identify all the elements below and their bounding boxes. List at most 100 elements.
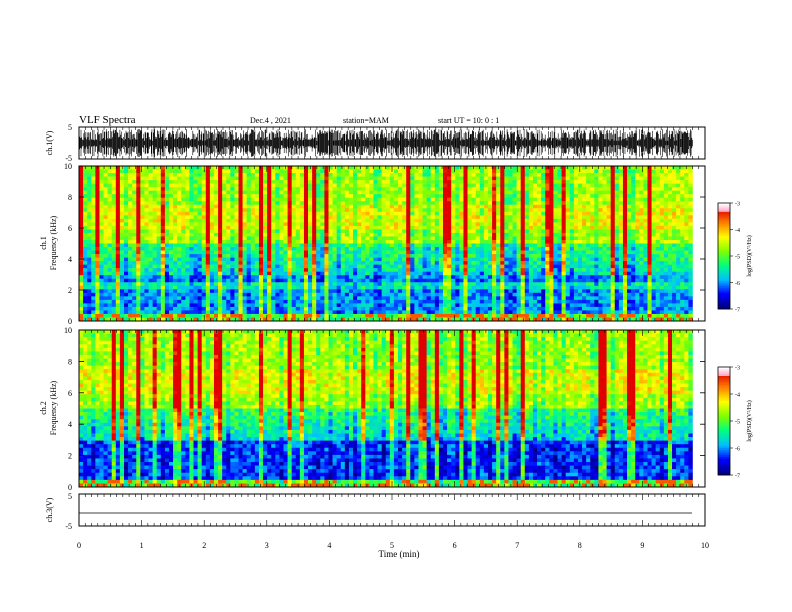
spectrogram-cell [144,225,149,230]
spectrogram-cell [561,169,566,174]
spectrogram-cell [246,211,252,216]
spectrogram-cell [455,211,460,216]
spectrogram-cell [320,222,325,227]
spectrogram-cell [369,222,374,227]
spectrogram-cell [295,187,301,191]
spectrogram-cell [492,169,497,174]
spectrogram-cell [95,275,100,280]
spectrogram-cell [140,183,145,188]
spectrogram-cell [487,187,493,191]
spectrogram-cell [594,204,599,209]
spectrogram-cell [545,169,550,174]
spectrogram-cell [332,275,337,280]
spectrogram-cell [672,243,677,248]
spectrogram-cell [234,169,239,174]
spectrogram-cell [242,183,247,188]
spectrogram-cell [508,278,513,283]
spectrogram-cell [557,204,562,209]
spectrogram-cell [667,204,673,209]
spectrogram-cell [406,222,411,227]
spectrogram-cell [83,201,88,206]
spectrogram-cell [291,275,297,280]
spectrogram-cell [398,197,403,202]
spectrogram-cell [279,208,284,213]
spectrogram-cell [614,215,620,220]
spectrogram-cell [643,211,648,216]
spectrogram-cell [353,218,358,223]
spectrogram-cell [516,218,522,223]
spectrogram-cell [119,282,125,287]
spectrogram-cell [279,264,284,269]
spectrogram-cell [627,201,632,206]
spectrogram-cell [594,243,599,248]
spectrogram-cell [287,257,292,262]
spectrogram-cell [602,183,607,188]
spectrogram-cell [373,204,378,209]
spectrogram-cell [447,176,452,181]
spectrogram-cell [667,176,673,181]
spectrogram-cell [610,257,616,262]
spectrogram-cell [291,264,297,269]
spectrogram-cell [512,264,517,269]
spectrogram-cell [357,194,362,198]
spectrogram-cell [328,278,333,283]
spectrogram-cell [676,194,681,198]
spectrogram-cell [524,197,530,202]
spectrogram-cell [606,197,611,202]
spectrogram-cell [291,194,297,198]
spectrogram-cell [410,208,415,213]
spectrogram-cell [504,232,509,237]
spectrogram-cell [287,239,292,244]
spectrogram-cell [545,254,550,258]
spectrogram-cell [524,176,530,181]
spectrogram-cell [332,232,337,237]
spectrogram-cell [639,183,644,188]
spectrogram-cell [312,187,317,191]
spectrogram-cell [639,169,644,174]
spectrogram-cell [173,215,178,220]
spectrogram-cell [590,204,595,209]
spectrogram-cell [173,180,178,184]
spectrogram-cell [635,204,640,209]
spectrogram-cell [434,218,440,223]
spectrogram-cell [385,176,391,181]
spectrogram-cell [344,197,350,202]
spectrogram-cell [667,208,673,213]
spectrogram-cell [483,243,489,248]
spectrogram-cell [209,282,215,287]
spectrogram-cell [197,264,202,269]
spectrogram-cell [557,208,562,213]
spectrogram-cell [532,261,538,265]
spectrogram-cell [569,247,575,251]
spectrogram-cell [672,218,677,223]
spectrogram-cell [667,236,673,241]
spectrogram-cell [144,183,149,188]
spectrogram-cell [430,173,436,177]
spectrogram-cell [541,232,546,237]
spectrogram-cell [447,173,452,177]
spectrogram-cell [246,254,252,258]
spectrogram-cell [614,222,620,227]
spectrogram-cell [254,218,260,223]
spectrogram-cell [676,247,681,251]
spectrogram-cell [688,250,693,255]
spectrogram-cell [132,254,137,258]
spectrogram-cell [299,180,305,184]
spectrogram-cell [242,190,247,195]
spectrogram-cell [209,268,215,272]
spectrogram-cell [512,166,517,170]
spectrogram-cell [348,229,354,234]
spectrogram-cell [582,204,587,209]
spectrogram-cell [168,232,174,237]
spectrogram-cell [197,222,202,227]
spectrogram-cell [373,271,378,276]
spectrogram-cell [267,187,272,191]
spectrogram-cell [312,222,317,227]
spectrogram-cell [459,275,464,280]
spectrogram-cell [594,239,599,244]
spectrogram-cell [111,268,117,272]
spectrogram-cell [467,197,472,202]
spectrogram-cell [128,183,133,188]
spectrogram-cell [320,201,325,206]
spectrogram-cell [496,204,501,209]
